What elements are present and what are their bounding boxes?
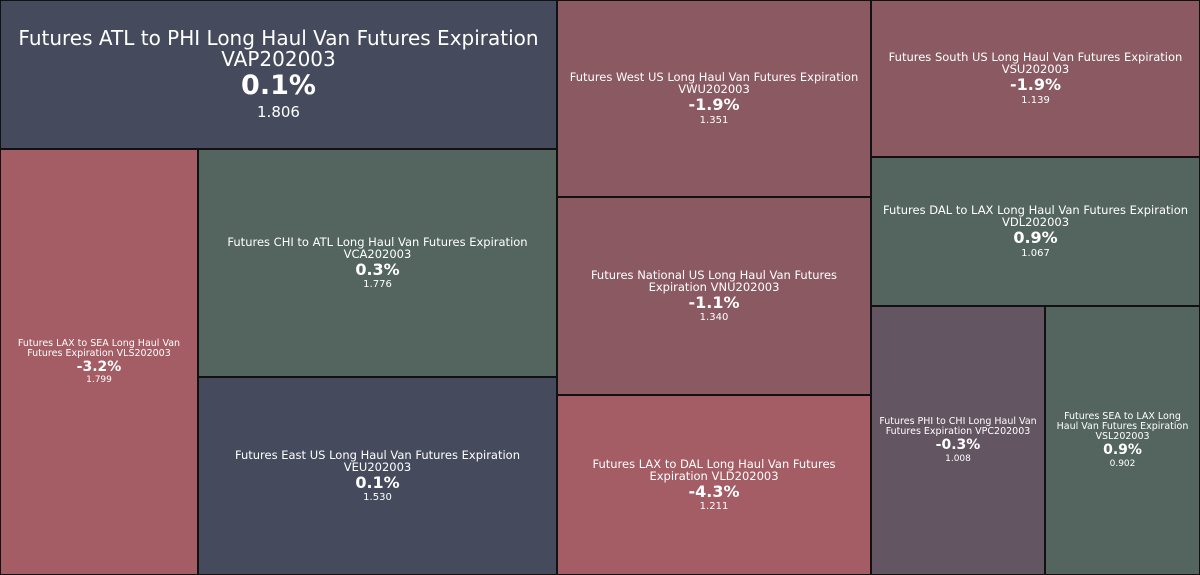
tile[interactable]: Futures West US Long Haul Van Futures Ex… — [557, 0, 871, 197]
tile-change: 0.3% — [355, 259, 400, 279]
tile-change: -4.3% — [688, 481, 740, 501]
tile-name: Futures PHI to CHI Long Haul Van Futures… — [879, 416, 1037, 438]
tile-price: 1.211 — [699, 501, 729, 513]
tile[interactable]: Futures LAX to SEA Long Haul Van Futures… — [0, 149, 198, 575]
tile-price: 1.139 — [1021, 94, 1050, 106]
tile[interactable]: Futures SEA to LAX Long Haul Van Futures… — [1045, 306, 1200, 575]
tile-name: Futures West US Long Haul Van Futures Ex… — [569, 70, 859, 97]
tile-price: 1.067 — [1021, 247, 1050, 259]
tile-change: 0.9% — [1013, 228, 1058, 248]
tile-name: Futures National US Long Haul Van Future… — [590, 267, 838, 294]
tile-name: Futures LAX to DAL Long Haul Van Futures… — [592, 456, 836, 483]
tile-price: 1.530 — [363, 492, 392, 504]
tile[interactable]: Futures East US Long Haul Van Futures Ex… — [198, 377, 557, 575]
tile[interactable]: Futures CHI to ATL Long Haul Van Futures… — [198, 149, 557, 377]
tile[interactable]: Futures PHI to CHI Long Haul Van Futures… — [871, 306, 1045, 575]
tile[interactable]: Futures National US Long Haul Van Future… — [557, 197, 871, 395]
tile[interactable]: Futures ATL to PHI Long Haul Van Futures… — [0, 0, 557, 149]
tile-change: 0.1% — [355, 472, 400, 492]
tile-name: Futures ATL to PHI Long Haul Van Futures… — [18, 26, 539, 72]
tile-change: 0.9% — [1103, 442, 1142, 459]
tile-change: -0.3% — [935, 437, 981, 454]
tile-price: 1.776 — [363, 279, 392, 291]
tile-price: 1.351 — [699, 114, 729, 126]
tile-name: Futures South US Long Haul Van Futures E… — [888, 50, 1183, 77]
tile-name: Futures CHI to ATL Long Haul Van Futures… — [227, 234, 528, 261]
tile-price: 0.902 — [1109, 458, 1136, 469]
tile-name: Futures East US Long Haul Van Futures Ex… — [234, 447, 521, 474]
tile-price: 1.799 — [86, 375, 112, 386]
tile-change: -3.2% — [76, 358, 122, 375]
tile-change: 0.1% — [241, 70, 316, 102]
tile-name: Futures LAX to SEA Long Haul Van Futures… — [17, 337, 181, 359]
tile[interactable]: Futures LAX to DAL Long Haul Van Futures… — [557, 395, 871, 575]
tile-price: 1.008 — [945, 453, 971, 464]
tile-name: Futures SEA to LAX Long Haul Van Futures… — [1056, 411, 1189, 443]
tile[interactable]: Futures DAL to LAX Long Haul Van Futures… — [871, 157, 1200, 306]
tile-name: Futures DAL to LAX Long Haul Van Futures… — [882, 203, 1189, 230]
tile-price: 1.806 — [257, 102, 300, 121]
tile-change: -1.9% — [688, 95, 740, 115]
tile-change: -1.9% — [1009, 75, 1061, 95]
tile[interactable]: Futures South US Long Haul Van Futures E… — [871, 0, 1200, 157]
tile-price: 1.340 — [699, 312, 729, 324]
tile-change: -1.1% — [688, 292, 740, 312]
